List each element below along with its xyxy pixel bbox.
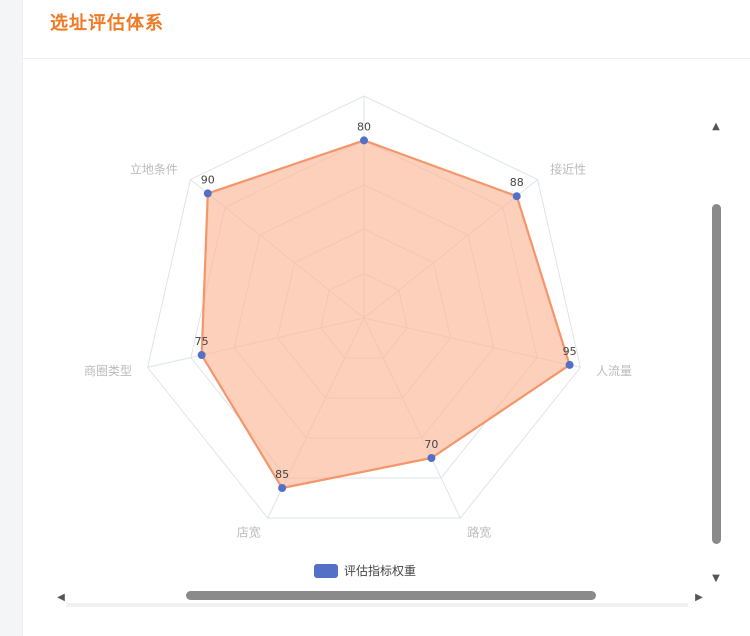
data-point-2[interactable] <box>565 360 574 369</box>
data-point-5[interactable] <box>197 351 206 360</box>
radar-ring-5 <box>147 95 581 519</box>
data-label-6: 90 <box>201 173 215 186</box>
data-label-4: 85 <box>275 468 289 481</box>
card-header: 选址评估体系 <box>23 0 750 59</box>
data-label-1: 88 <box>510 176 524 189</box>
data-point-6[interactable] <box>203 189 212 198</box>
data-point-3[interactable] <box>427 454 436 463</box>
scroll-up-arrow[interactable]: ▲ <box>712 121 720 132</box>
series-area[interactable] <box>200 139 571 490</box>
vertical-scrollbar[interactable]: ▲ ▼ <box>712 121 721 584</box>
horizontal-scroll-thumb[interactable] <box>186 591 596 600</box>
scroll-down-arrow[interactable]: ▼ <box>712 573 720 584</box>
data-label-0: 80 <box>357 120 371 133</box>
legend-swatch[interactable] <box>314 564 338 578</box>
indicator-label-5: 立地条件 <box>130 162 178 177</box>
indicator-label-2: 路宽 <box>467 524 491 539</box>
indicator-label-0: 接近性 <box>550 162 586 177</box>
legend[interactable]: 评估指标权重 <box>314 563 416 578</box>
indicator-label-1: 人流量 <box>596 364 632 378</box>
horizontal-scrollbar[interactable]: ◀ ▶ <box>57 591 703 607</box>
vertical-scroll-thumb[interactable] <box>712 204 721 544</box>
scroll-right-arrow[interactable]: ▶ <box>695 592 703 603</box>
scroll-left-arrow[interactable]: ◀ <box>57 592 65 603</box>
data-label-3: 70 <box>424 438 438 451</box>
data-point-1[interactable] <box>512 192 521 201</box>
radar-series[interactable] <box>197 136 574 493</box>
indicator-label-3: 店宽 <box>237 524 261 539</box>
indicator-label-4: 商圈类型 <box>84 363 132 378</box>
data-point-0[interactable] <box>360 136 368 145</box>
legend-label-0[interactable]: 评估指标权重 <box>344 563 416 578</box>
data-label-2: 95 <box>563 345 577 358</box>
data-label-5: 75 <box>195 335 209 348</box>
data-point-4[interactable] <box>278 484 287 493</box>
horizontal-scroll-track <box>66 603 688 607</box>
page-title: 选址评估体系 <box>50 13 164 34</box>
